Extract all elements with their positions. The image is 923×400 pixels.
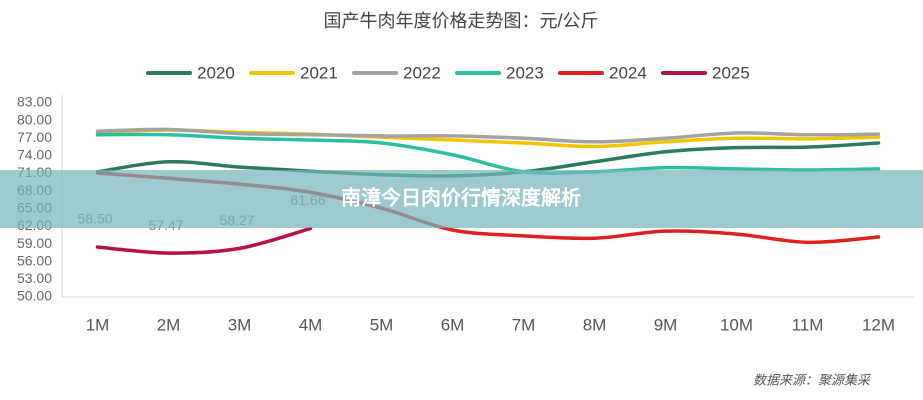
y-tick-label: 83.00 (17, 94, 52, 110)
chart-title: 国产牛肉年度价格走势图：元/公斤 (324, 11, 599, 31)
y-tick-label: 80.00 (17, 111, 52, 127)
x-tick-label: 5M (370, 315, 394, 334)
y-tick-label: 59.00 (17, 235, 52, 251)
y-tick-label: 74.00 (17, 147, 52, 163)
legend-label: 2025 (712, 63, 750, 82)
y-tick-label: 50.00 (17, 288, 52, 304)
x-tick-label: 1M (86, 315, 110, 334)
banner-background (0, 170, 923, 228)
x-tick-label: 3M (228, 315, 252, 334)
series-line (95, 132, 881, 175)
legend-label: 2021 (300, 63, 338, 82)
x-tick-label: 7M (512, 315, 536, 334)
x-tick-label: 4M (299, 315, 323, 334)
legend-label: 2022 (403, 63, 441, 82)
x-tick-label: 2M (157, 315, 181, 334)
x-tick-label: 10M (720, 315, 753, 334)
legend-label: 2020 (197, 63, 235, 82)
y-tick-label: 53.00 (17, 270, 52, 286)
x-tick-label: 9M (654, 315, 678, 334)
y-tick-label: 77.00 (17, 129, 52, 145)
source: 数据来源：聚源集采 (753, 372, 872, 387)
x-tick-label: 12M (862, 315, 895, 334)
series-line (95, 226, 313, 255)
x-tick-label: 8M (583, 315, 607, 334)
banner-text: 南漳今日肉价行情深度解析 (341, 185, 581, 209)
y-tick-label: 56.00 (17, 252, 52, 268)
legend-label: 2024 (609, 63, 647, 82)
x-tick-label: 11M (792, 315, 824, 334)
legend-label: 2023 (506, 63, 544, 82)
series-line (95, 127, 881, 144)
x-tick-label: 6M (441, 315, 465, 334)
